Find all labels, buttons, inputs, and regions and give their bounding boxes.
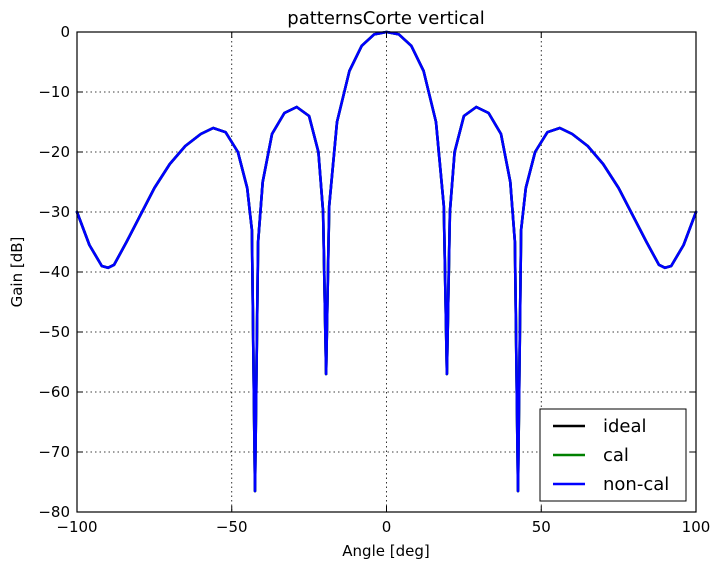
x-tick-label: 0 (382, 518, 392, 536)
y-tick-label: −60 (38, 383, 70, 401)
y-tick-label: −40 (38, 263, 70, 281)
grid (77, 32, 696, 512)
y-tick-label: −80 (38, 503, 70, 521)
y-tick-labels: 0 −10 −20 −30 −40 −50 −60 −70 −80 (38, 23, 70, 521)
x-tick-labels: −100 −50 0 50 100 (56, 518, 710, 536)
axis-ticks (76, 31, 697, 513)
chart-title: patternsCorte vertical (287, 8, 484, 29)
x-axis-label: Angle [deg] (342, 542, 429, 560)
y-tick-label: −20 (38, 143, 70, 161)
y-tick-label: −10 (38, 83, 70, 101)
x-tick-label: −100 (56, 518, 97, 536)
x-tick-label: 100 (682, 518, 711, 536)
y-axis-label: Gain [dB] (8, 237, 26, 308)
x-tick-label: 50 (532, 518, 551, 536)
x-tick-label: −50 (216, 518, 248, 536)
y-tick-label: −30 (38, 203, 70, 221)
legend-label-cal: cal (603, 445, 629, 466)
y-tick-label: 0 (60, 23, 70, 41)
legend: ideal cal non-cal (539, 408, 687, 502)
legend-label-ideal: ideal (603, 416, 647, 437)
y-tick-label: −50 (38, 323, 70, 341)
y-tick-label: −70 (38, 443, 70, 461)
legend-label-non-cal: non-cal (603, 474, 669, 495)
